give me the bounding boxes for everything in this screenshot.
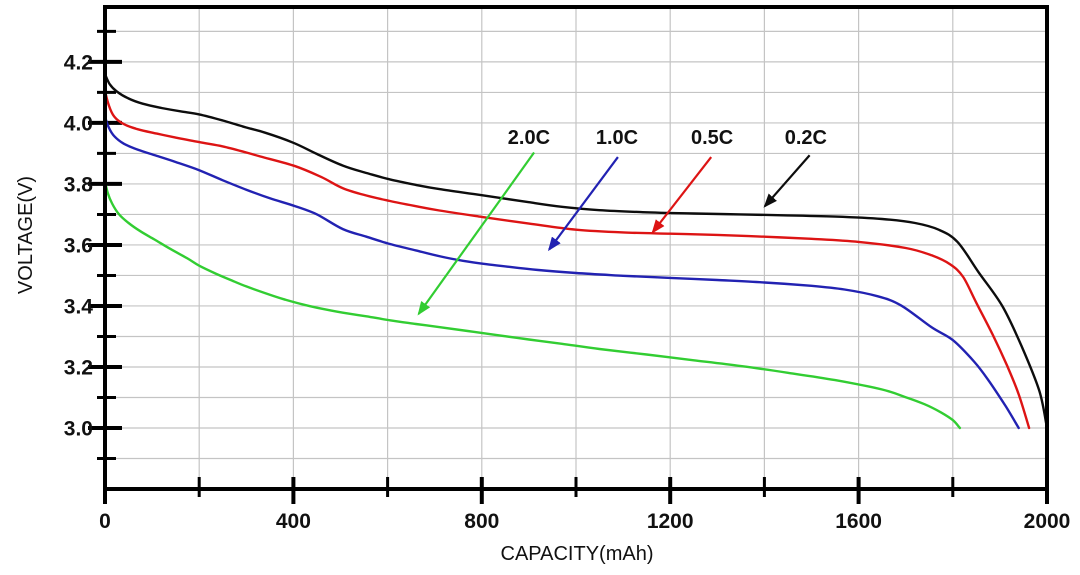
curve-0.5C — [103, 89, 1031, 430]
gridlines — [105, 7, 1047, 489]
curve-arrow-1.0C — [547, 156, 619, 252]
curve-label-0.5C: 0.5C — [691, 127, 733, 149]
curve-arrow-0.2C — [763, 154, 811, 208]
curve-2.0C — [103, 179, 962, 430]
curve-1.0C — [103, 115, 1020, 430]
y-tick-label-3.4: 3.4 — [64, 295, 94, 318]
curve-arrow-2.0C — [417, 151, 535, 316]
x-tick-label-1600: 1600 — [835, 510, 882, 533]
y-tick-label-4.2: 4.2 — [64, 51, 93, 74]
y-axis-title: VOLTAGE(V) — [15, 176, 37, 294]
x-axis-title: CAPACITY(mAh) — [501, 543, 654, 565]
curves — [103, 72, 1049, 430]
x-tick-label-0: 0 — [99, 510, 111, 533]
curve-label-2.0C: 2.0C — [508, 127, 550, 149]
curve-0.2C — [103, 72, 1049, 430]
y-tick-label-3.0: 3.0 — [64, 417, 93, 440]
x-tick-label-400: 400 — [276, 510, 311, 533]
curve-annotations: 2.0C 1.0C 0.5C 0.2C — [417, 127, 827, 316]
curve-label-0.2C: 0.2C — [785, 127, 827, 149]
curve-label-1.0C: 1.0C — [596, 127, 638, 149]
y-tick-label-3.6: 3.6 — [64, 234, 93, 257]
x-tick-label-2000: 2000 — [1024, 510, 1071, 533]
y-tick-label-3.8: 3.8 — [64, 173, 94, 196]
y-tick-label-3.2: 3.2 — [64, 356, 93, 379]
y-tick-label-4.0: 4.0 — [64, 112, 93, 135]
plot-frame — [103, 5, 1049, 491]
curve-arrow-0.5C — [651, 156, 713, 234]
x-tick-label-800: 800 — [464, 510, 499, 533]
x-tick-label-1200: 1200 — [647, 510, 694, 533]
